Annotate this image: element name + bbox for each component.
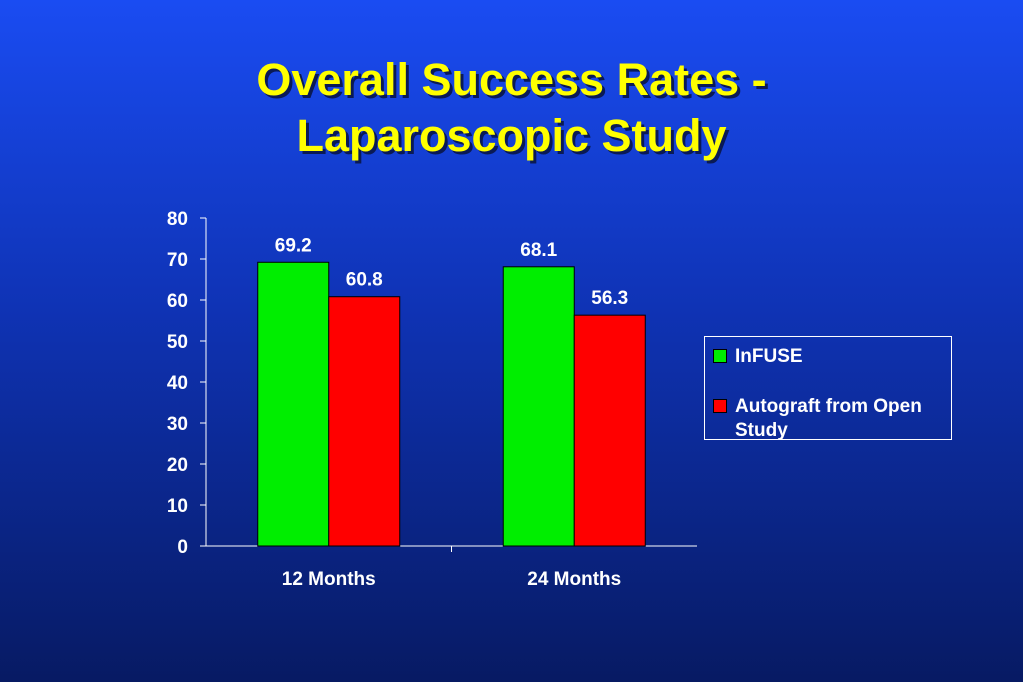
bar-autograft-24-months: [573, 314, 646, 547]
data-label: 60.8: [346, 270, 383, 291]
x-category-label: 24 Months: [527, 569, 621, 590]
y-tick-label: 60: [167, 291, 188, 312]
data-label: 56.3: [591, 288, 628, 309]
bar-infuse-12-months: [257, 261, 330, 547]
chart-legend: InFUSE Autograft from Open Study: [704, 336, 955, 443]
chart-title: Overall Success Rates - Laparoscopic Stu…: [0, 52, 1023, 164]
chart-title-line-2: Laparoscopic Study: [296, 110, 727, 161]
bar-infuse-24-months: [502, 266, 575, 547]
y-tick-label: 40: [167, 373, 188, 394]
y-tick-label: 80: [167, 209, 188, 230]
legend-item-infuse: InFUSE: [713, 345, 955, 369]
legend-item-autograft: Autograft from Open Study: [713, 395, 955, 443]
legend-swatch-infuse: [713, 349, 727, 363]
y-tick-label: 30: [167, 414, 188, 435]
data-label: 68.1: [520, 240, 557, 261]
y-tick-label: 50: [167, 332, 188, 353]
chart-title-line-1: Overall Success Rates -: [256, 54, 767, 105]
y-tick-label: 70: [167, 250, 188, 271]
data-label: 69.2: [275, 235, 312, 256]
y-tick-label: 20: [167, 455, 188, 476]
y-tick-label: 0: [177, 537, 188, 558]
legend-label-autograft: Autograft from Open Study: [735, 396, 922, 441]
legend-swatch-autograft: [713, 399, 727, 413]
y-tick-label: 10: [167, 496, 188, 517]
legend-label-infuse: InFUSE: [735, 346, 803, 367]
bar-autograft-12-months: [328, 296, 401, 547]
x-category-label: 12 Months: [282, 569, 376, 590]
